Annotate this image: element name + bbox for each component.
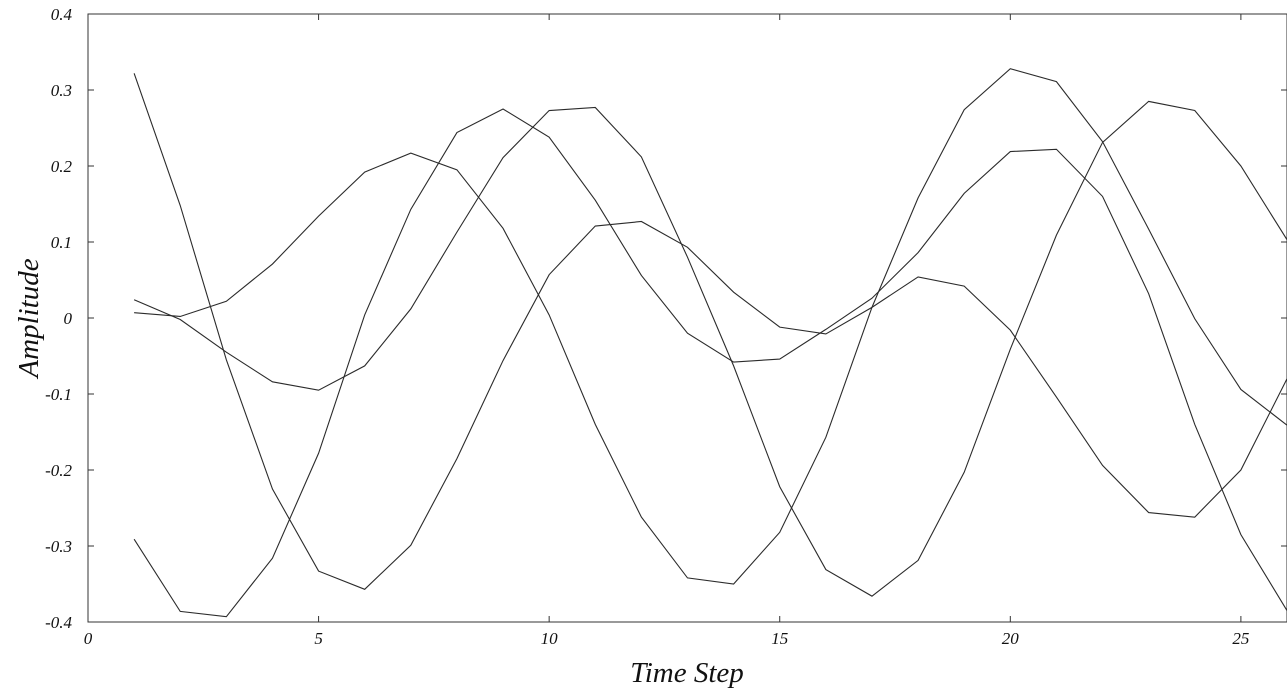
y-tick-label: -0.4 [45, 613, 72, 632]
x-tick-label: 5 [314, 629, 323, 648]
series-line-4 [133, 100, 1287, 597]
series-line-1 [133, 73, 1287, 590]
x-axis-title: Time Step [630, 657, 744, 689]
x-tick-label: 10 [541, 629, 559, 648]
y-tick-label: 0.1 [51, 233, 72, 252]
plot-frame [87, 13, 1287, 623]
series-group [133, 68, 1287, 618]
x-tick-label: 15 [771, 629, 788, 648]
y-tick-label: 0.4 [51, 5, 73, 24]
x-tick-label: 25 [1232, 629, 1249, 648]
series-line-3 [134, 68, 1287, 585]
y-tick-label: -0.3 [45, 537, 72, 556]
y-tick-label: -0.1 [45, 385, 72, 404]
y-tick-label: 0.2 [51, 157, 73, 176]
x-axis: 0 5 10 15 20 25 [84, 14, 1249, 648]
y-axis: -0.4 -0.3 -0.2 -0.1 0 0.1 0.2 0.3 0.4 [45, 5, 1287, 632]
y-tick-label: 0 [64, 309, 73, 328]
y-axis-title: Amplitude [13, 258, 45, 379]
x-tick-label: 20 [1002, 629, 1020, 648]
series-line-2 [133, 108, 1287, 618]
y-tick-label: 0.3 [51, 81, 72, 100]
y-tick-label: -0.2 [45, 461, 72, 480]
x-tick-label: 0 [84, 629, 93, 648]
